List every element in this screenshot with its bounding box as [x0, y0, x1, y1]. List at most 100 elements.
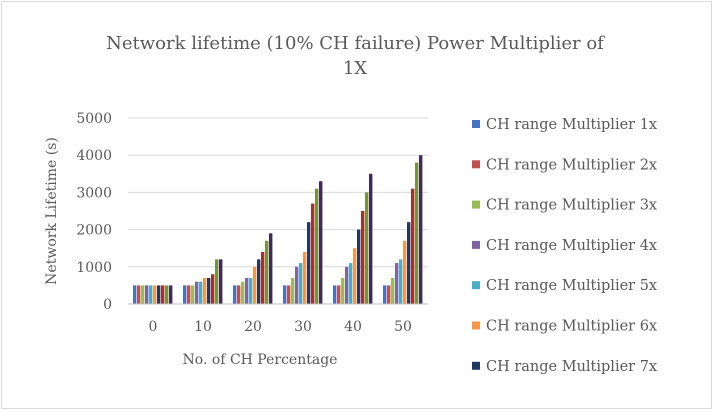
- bar: [369, 173, 373, 304]
- legend-label: CH range Multiplier 1x: [486, 117, 657, 133]
- bar: [291, 277, 295, 304]
- bar: [253, 266, 257, 304]
- bar: [387, 285, 391, 304]
- x-tick-label: 0: [149, 319, 158, 335]
- legend-entry: CH range Multiplier 2x: [472, 157, 657, 173]
- bar: [241, 281, 245, 304]
- legend: CH range Multiplier 1x CH range Multiplie…: [472, 117, 657, 375]
- bar: [357, 229, 361, 304]
- bar: [195, 281, 199, 304]
- bar: [407, 222, 411, 304]
- bar: [403, 240, 407, 304]
- legend-swatch: [472, 281, 480, 290]
- legend-swatch: [472, 160, 480, 169]
- y-tick-label: 5000: [76, 111, 112, 127]
- bar: [215, 259, 219, 304]
- legend-swatch: [472, 120, 480, 128]
- legend-entry: CH range Multiplier 3x: [472, 198, 657, 214]
- bar: [311, 203, 315, 304]
- bar: [137, 285, 141, 304]
- bar: [145, 285, 149, 304]
- bar: [307, 222, 311, 304]
- legend-label: CH range Multiplier 5x: [486, 278, 657, 294]
- bar: [211, 274, 215, 304]
- bar: [219, 259, 223, 304]
- bar: [399, 259, 403, 304]
- bar: [199, 281, 203, 304]
- chart-title-line-2: 1X: [343, 58, 367, 79]
- bar: [299, 263, 303, 304]
- bar: [365, 192, 369, 304]
- y-tick-label: 1000: [76, 260, 112, 276]
- legend-label: CH range Multiplier 7x: [486, 359, 657, 375]
- bar: [383, 285, 387, 304]
- y-tick-label: 0: [103, 297, 112, 313]
- bar: [391, 277, 395, 304]
- axes: 0 1000 2000 3000 4000 5000 0 10 20 30 40 50: [76, 111, 428, 335]
- bar: [349, 263, 353, 304]
- legend-swatch: [472, 361, 480, 370]
- bar: [361, 211, 365, 304]
- bar: [237, 285, 241, 304]
- y-axis-title: Network Lifetime (s): [44, 137, 60, 285]
- gridlines: [128, 117, 428, 268]
- x-tick-label: 50: [394, 319, 412, 335]
- bar: [319, 181, 323, 304]
- bar: [295, 266, 299, 304]
- bar: [149, 285, 153, 304]
- bar: [415, 162, 419, 304]
- bar: [269, 233, 273, 304]
- bar: [169, 285, 173, 304]
- legend-swatch: [472, 200, 480, 209]
- legend-label: CH range Multiplier 2x: [486, 157, 657, 173]
- bar: [419, 155, 423, 304]
- bar: [337, 285, 341, 304]
- bar: [411, 188, 415, 304]
- bar: [333, 285, 337, 304]
- legend-entry: CH range Multiplier 6x: [472, 319, 657, 335]
- bar: [207, 277, 211, 304]
- bar: [161, 285, 165, 304]
- bar: [345, 266, 349, 304]
- legend-swatch: [472, 240, 480, 249]
- bar: [183, 285, 187, 304]
- legend-entry: CH range Multiplier 1x: [472, 117, 657, 133]
- bar: [315, 188, 319, 304]
- y-tick-label: 2000: [76, 223, 112, 239]
- y-tick-label: 3000: [76, 185, 112, 201]
- legend-label: CH range Multiplier 4x: [486, 238, 657, 254]
- bar: [187, 285, 191, 304]
- legend-label: CH range Multiplier 3x: [486, 198, 657, 214]
- legend-entry: CH range Multiplier 5x: [472, 278, 657, 294]
- legend-label: CH range Multiplier 6x: [486, 319, 657, 335]
- y-tick-label: 4000: [76, 148, 112, 164]
- bar: [191, 285, 195, 304]
- bar: [249, 277, 253, 304]
- x-tick-label: 30: [294, 319, 312, 335]
- bar: [265, 240, 269, 304]
- legend-swatch: [472, 321, 480, 330]
- bar: [283, 285, 287, 304]
- bar: [303, 251, 307, 304]
- bar: [157, 285, 161, 304]
- chart-title-line-1: Network lifetime (10% CH failure) Power …: [106, 33, 605, 54]
- bar: [245, 277, 249, 304]
- bar: [233, 285, 237, 304]
- bar: [261, 251, 265, 304]
- x-tick-label: 10: [194, 319, 212, 335]
- bar: [165, 285, 169, 304]
- legend-entry: CH range Multiplier 7x: [472, 359, 657, 375]
- bar: [141, 285, 145, 304]
- legend-entry: CH range Multiplier 4x: [472, 238, 657, 254]
- bar: [153, 285, 157, 304]
- bar: [257, 259, 261, 304]
- x-tick-label: 40: [344, 319, 362, 335]
- x-tick-label: 20: [244, 319, 262, 335]
- bar: [133, 285, 137, 304]
- bar: [341, 277, 345, 304]
- bar: [203, 277, 207, 304]
- bar: [353, 248, 357, 304]
